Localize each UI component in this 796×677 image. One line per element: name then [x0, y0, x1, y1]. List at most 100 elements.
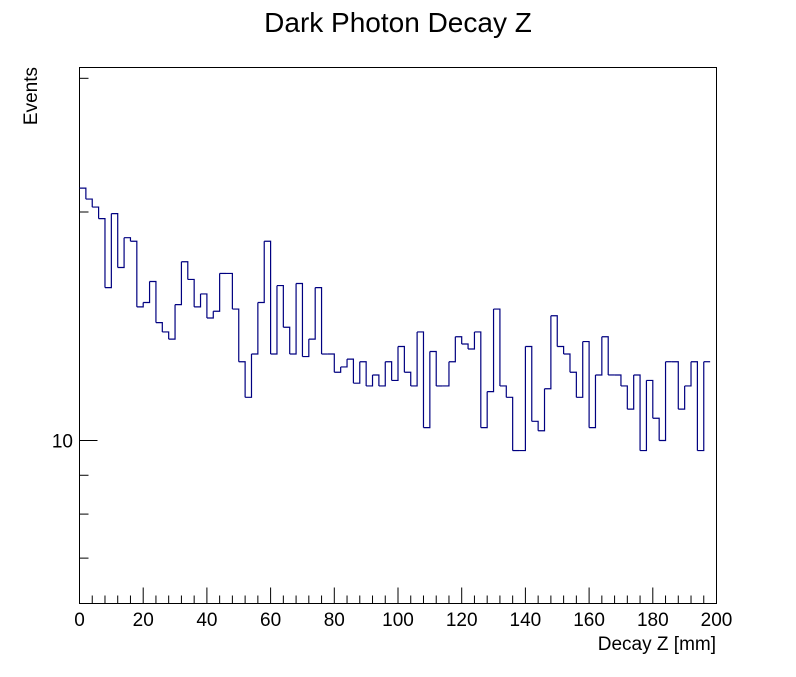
- y-tick-label: 10: [52, 432, 73, 453]
- histogram-bin: [385, 361, 393, 381]
- histogram-bin: [353, 361, 361, 384]
- histogram-bin: [595, 336, 603, 376]
- y-axis-ticks: [79, 77, 98, 559]
- histogram-bin: [627, 374, 635, 410]
- histogram-bin: [79, 187, 87, 200]
- histogram-bin: [149, 280, 157, 323]
- histogram-bin: [640, 380, 648, 452]
- histogram-bin: [206, 311, 214, 319]
- histogram-bin: [359, 361, 367, 386]
- histogram-bin: [480, 391, 488, 429]
- histogram-bin: [633, 374, 641, 451]
- histogram-bin: [468, 331, 476, 350]
- histogram-bin: [136, 302, 144, 308]
- histogram-bin: [85, 198, 93, 208]
- histogram-bin: [697, 361, 705, 452]
- x-tick-label: 60: [260, 610, 281, 631]
- histogram-bin: [111, 213, 119, 268]
- histogram-bin: [98, 218, 106, 288]
- histogram-bin: [378, 361, 386, 387]
- histogram-bin: [347, 358, 355, 384]
- histogram-bin: [417, 331, 425, 428]
- x-axis-ticks: [79, 587, 717, 604]
- histogram-bin: [124, 237, 132, 242]
- histogram-bin: [614, 374, 622, 386]
- histogram-bin: [487, 309, 495, 393]
- histogram-bin: [582, 340, 590, 428]
- histogram-bin: [576, 341, 584, 398]
- histogram-bin: [429, 350, 437, 386]
- histogram-bin: [461, 343, 469, 349]
- x-tick-label: 120: [446, 610, 478, 631]
- histogram-bin: [276, 284, 284, 328]
- histogram-bin: [315, 287, 323, 355]
- histogram-bin: [130, 240, 138, 307]
- histogram-bin: [257, 241, 265, 304]
- histogram-series: [79, 187, 711, 452]
- histogram-bin: [398, 345, 405, 373]
- histogram-bin: [474, 331, 482, 428]
- x-tick-label: 100: [382, 610, 414, 631]
- histogram-bin: [175, 261, 183, 306]
- x-tick-label: 140: [510, 610, 542, 631]
- histogram-bin: [162, 331, 170, 340]
- histogram-bin: [557, 345, 565, 355]
- x-tick-label: 200: [701, 610, 733, 631]
- histogram-bin: [646, 379, 654, 419]
- x-axis-label: Decay Z [mm]: [598, 634, 716, 655]
- histogram-bin: [372, 374, 380, 386]
- histogram-bin: [563, 353, 571, 373]
- histogram-bin: [194, 293, 202, 308]
- x-axis-tick-labels: 0 20 40 60 80 100 120 140 160 180 200: [74, 610, 732, 631]
- histogram-bin: [104, 213, 112, 289]
- histogram-bin: [652, 417, 660, 441]
- histogram-bin: [404, 371, 412, 386]
- histogram-bin: [264, 240, 272, 355]
- x-tick-label: 20: [133, 610, 154, 631]
- y-axis-label: Events: [21, 67, 42, 125]
- histogram-bin: [296, 282, 304, 357]
- histogram-bin: [423, 351, 431, 429]
- histogram-bin: [232, 308, 240, 362]
- x-tick-label: 180: [637, 610, 669, 631]
- histogram-bin: [506, 396, 514, 451]
- histogram-bin: [620, 385, 628, 410]
- histogram-bin: [181, 261, 189, 280]
- x-tick-label: 80: [324, 610, 345, 631]
- histogram-bin: [538, 388, 546, 432]
- histogram-bin: [519, 346, 526, 452]
- histogram-bin: [340, 359, 348, 368]
- histogram-bin: [143, 281, 151, 304]
- histogram-bin: [226, 272, 233, 310]
- histogram-bin: [659, 361, 667, 442]
- histogram-bin: [283, 326, 291, 355]
- histogram-bin: [168, 304, 176, 340]
- histogram-bin: [245, 354, 253, 398]
- histogram-bin: [531, 420, 539, 431]
- histogram-bin: [684, 361, 692, 387]
- histogram-bin: [213, 273, 221, 312]
- histogram-bin: [366, 374, 374, 387]
- histogram-bin: [117, 237, 125, 269]
- histogram-bin: [289, 283, 297, 355]
- histogram-bin: [238, 361, 246, 398]
- histogram-bin: [334, 366, 342, 373]
- histogram-bin: [442, 361, 450, 387]
- x-tick-label: 0: [74, 610, 85, 631]
- histogram-bin: [327, 353, 335, 373]
- histogram-bin: [569, 371, 577, 398]
- histogram-bin: [302, 339, 310, 358]
- histogram-bin: [455, 336, 463, 345]
- histogram-bin: [187, 278, 195, 307]
- histogram-bin: [544, 315, 552, 390]
- x-tick-label: 40: [196, 610, 217, 631]
- histogram-bin: [270, 285, 278, 355]
- histogram-bin: [493, 308, 501, 386]
- x-tick-label: 160: [573, 610, 605, 631]
- histogram-bin: [308, 287, 316, 340]
- histogram-bin: [691, 361, 698, 451]
- histogram-bin: [601, 336, 609, 375]
- histogram-bin: [550, 315, 558, 347]
